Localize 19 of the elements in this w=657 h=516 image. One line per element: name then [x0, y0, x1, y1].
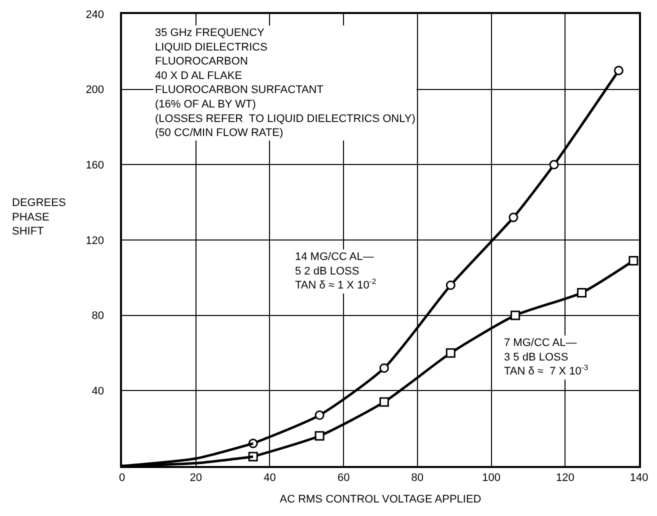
x-tick-label: 100: [482, 472, 500, 484]
y-tick-label: 40: [92, 386, 104, 398]
x-tick-label: 120: [556, 472, 574, 484]
x-tick-label: 0: [118, 472, 126, 484]
annotation: 35 GHz FREQUENCY LIQUID DIELECTRICS FLUOROCARBON 40 X D AL FLAKE FLUOROCARBON SURFACTANT (16% OF AL BY WT) (LOSSES REFER TO LIQUID DIELECTRICS ONLY) (50 CC/MIN FLOW RATE): [155, 27, 416, 140]
y-tick-label: 120: [86, 234, 104, 247]
y-tick-label: 160: [86, 160, 104, 172]
annotation: 7 MG/CC AL— 3 5 dB LOSS TAN δ ≈ 7 X 10$^{-3}$: [504, 337, 588, 378]
y-tick-label: 240: [86, 8, 104, 21]
y-axis-title: DEGREES PHASE SHIFT: [12, 197, 66, 238]
x-tick-label: 140: [630, 472, 648, 484]
x-tick-label: 40: [264, 472, 276, 484]
x-tick-label: 60: [337, 472, 350, 484]
y-tick-label: 80: [92, 310, 104, 322]
annotation: 14 MG/CC AL— 5 2 dB LOSS TAN δ ≈ 1 X 10$^{-2}$: [295, 251, 376, 292]
x-tick-label: 80: [411, 472, 424, 484]
x-tick-label: 20: [190, 472, 202, 484]
y-tick-label: 200: [86, 84, 104, 96]
x-axis-title: AC RMS CONTROL VOLTAGE APPLIED: [280, 494, 482, 506]
